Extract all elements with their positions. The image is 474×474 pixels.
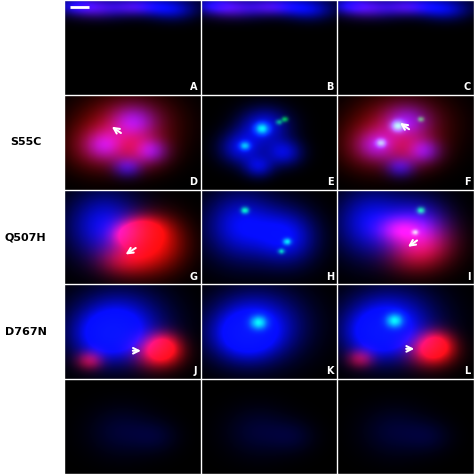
Text: E: E [327, 177, 334, 187]
Text: J: J [194, 366, 197, 376]
Text: H: H [326, 272, 334, 282]
Text: S55C: S55C [10, 137, 41, 147]
Text: Q507H: Q507H [5, 232, 46, 242]
Text: G: G [189, 272, 197, 282]
Text: I: I [467, 272, 471, 282]
Text: K: K [327, 366, 334, 376]
Text: D: D [189, 177, 197, 187]
Text: L: L [465, 366, 471, 376]
Text: A: A [190, 82, 197, 92]
Text: F: F [464, 177, 471, 187]
Text: B: B [327, 82, 334, 92]
Text: C: C [463, 82, 471, 92]
Text: D767N: D767N [5, 327, 46, 337]
